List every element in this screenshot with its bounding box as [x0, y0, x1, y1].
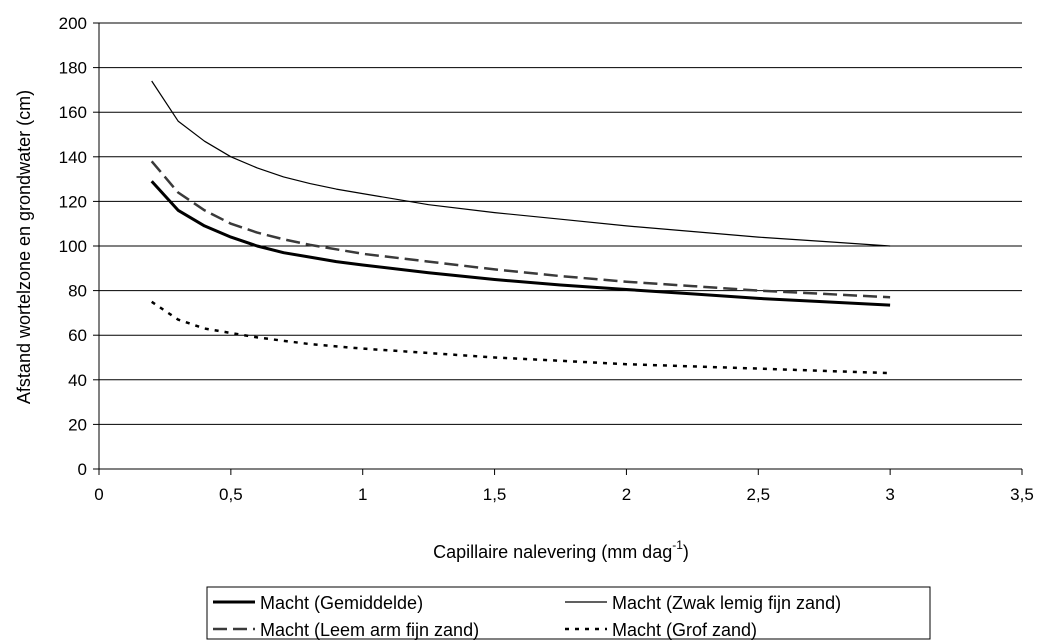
- series-line: [151, 80, 891, 247]
- legend-label: Macht (Leem arm fijn zand): [260, 620, 479, 640]
- y-tick-label: 200: [59, 14, 87, 33]
- series-line: [150, 180, 891, 307]
- y-tick-label: 20: [68, 415, 87, 434]
- legend: Macht (Gemiddelde) Macht (Zwak lemig fijn…: [206, 586, 931, 640]
- gridlines: [99, 22, 1022, 425]
- legend-label: Macht (Gemiddelde): [260, 593, 423, 613]
- legend-label: Macht (Grof zand): [612, 620, 757, 640]
- y-tick-label: 120: [59, 192, 87, 211]
- x-axis-title-main: Capillaire nalevering (mm dag: [433, 542, 672, 562]
- y-axis-title: Afstand wortelzone en grondwater (cm): [14, 90, 34, 404]
- x-axis-title-close: ): [683, 542, 689, 562]
- y-tick-label: 0: [78, 460, 87, 479]
- legend-box: [206, 586, 931, 640]
- x-tick-label: 0: [94, 485, 103, 504]
- series-line: [150, 160, 891, 299]
- y-tick-label: 80: [68, 282, 87, 301]
- y-tick-label: 140: [59, 148, 87, 167]
- y-tick-label: 60: [68, 326, 87, 345]
- x-tick-label: 1: [358, 485, 367, 504]
- y-tick-label: 40: [68, 371, 87, 390]
- y-tick-label: 160: [59, 103, 87, 122]
- tick-labels: 0 20 40 60 80 100 120 140 160 180 200 0 0,5 1 1,5 2 2,5 3…: [59, 14, 1034, 504]
- x-tick-label: 1,5: [483, 485, 507, 504]
- x-tick-label: 3,5: [1010, 485, 1034, 504]
- series-lines: [150, 80, 891, 375]
- x-tick-label: 3: [885, 485, 894, 504]
- y-tick-label: 180: [59, 59, 87, 78]
- x-tick-label: 2,5: [746, 485, 770, 504]
- x-axis-title: Capillaire nalevering (mm dag-1): [433, 538, 689, 562]
- x-tick-label: 0,5: [219, 485, 243, 504]
- axes: [93, 22, 1023, 475]
- series-line: [151, 300, 891, 375]
- x-axis-title-superscript: -1: [672, 538, 683, 552]
- x-tick-label: 2: [622, 485, 631, 504]
- y-tick-label: 100: [59, 237, 87, 256]
- legend-label: Macht (Zwak lemig fijn zand): [612, 593, 841, 613]
